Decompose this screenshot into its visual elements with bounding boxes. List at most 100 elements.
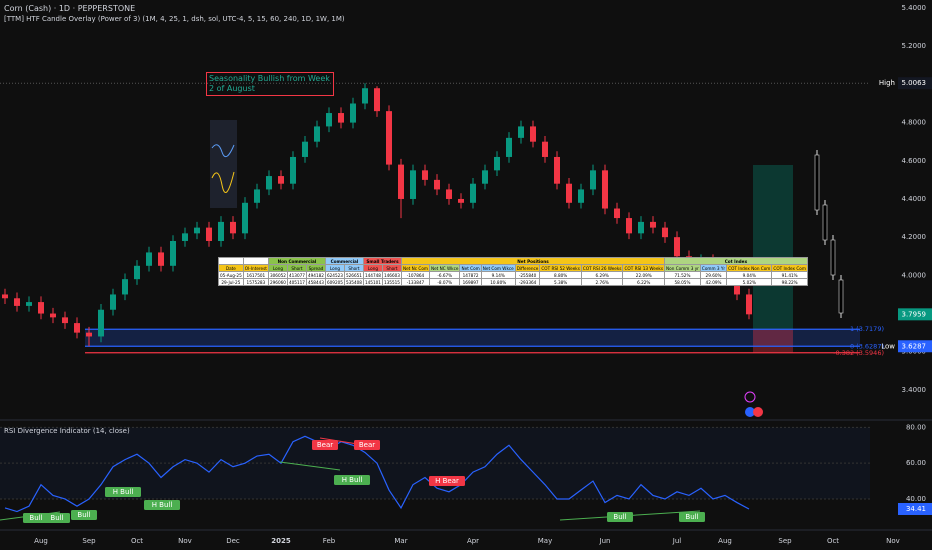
candle-body [146,252,152,266]
candle-body [74,323,80,333]
group-cell: Commercial [324,257,364,265]
x-tick-label: Jul [672,537,682,545]
divergence-tag [105,487,141,497]
candle-body [578,189,584,203]
data-cell: 5.02% [726,278,773,286]
divergence-tag [144,500,180,510]
divergence-label: H Bull [152,501,173,509]
header-cell: Short [286,264,307,272]
data-cell: -8.07% [428,278,461,286]
htf-body [814,154,820,211]
candle-body [326,113,332,127]
data-cell: 5.38% [539,278,582,286]
flag-icon[interactable] [745,407,755,417]
candle-body [230,221,236,234]
x-tick-label: Apr [467,537,479,545]
divergence-tag [44,513,70,523]
group-cell: Non Commercial [267,257,326,265]
candle-body [338,113,344,123]
header-cell: Spread [305,264,326,272]
mini-line [211,144,235,158]
candle-body [302,141,308,157]
candle-body [206,227,212,241]
divergence-tag [607,512,633,522]
price-tag [898,502,932,515]
cot-table: Non Commercial Commercial Small Traders Net… [218,257,808,286]
candle-body [446,189,452,199]
candle-body [2,294,8,299]
candle-body [266,176,272,190]
fib-label: -0.382 (3.5946) [833,349,884,357]
header-cell: Long [267,264,288,272]
fib-label: 0 (3.6287) [850,342,884,350]
htf-body [838,279,844,314]
price-tag-label: 3.6287 [902,342,927,350]
y-tick-label: 4.6000 [902,157,927,165]
candle-body [362,88,368,104]
candle-body [122,279,128,295]
header-cell: Date [218,264,244,272]
candle-body [434,179,440,190]
group-cell: Cot Index [664,257,808,265]
data-cell: -255840 [514,271,541,279]
y-tick-label: 4.8000 [902,119,927,127]
candle-body [662,227,668,238]
data-cell: 22.09% [622,271,666,279]
candle-body [14,298,20,306]
data-cell: -133847 [400,278,430,286]
candle-body [254,189,260,203]
data-cell: 609205 [324,278,345,286]
event-icon[interactable] [753,407,763,417]
data-cell: -6.67% [428,271,461,279]
candle-body [482,170,488,184]
divergence-label: H Bull [113,488,134,496]
data-cell: 1617501 [242,271,269,279]
divergence-tag [354,440,380,450]
divergence-label: H Bull [342,476,363,484]
header-cell: Short [381,264,402,272]
header-cell: COT RSI 13 Weeks [622,264,666,272]
candle-body [170,240,176,266]
y-tick-label: 60.00 [906,459,926,467]
data-cell: 535408 [343,278,364,286]
divergence-label: Bull [685,513,698,521]
x-tick-label: Nov [886,537,900,545]
header-cell: Net Com [459,264,482,272]
candle-body [158,252,164,266]
header-cell: COT RSI 26 Weeks [580,264,624,272]
header-cell: Non Comm 3 yr [664,264,701,272]
candle-body [734,279,740,295]
data-cell: 146603 [381,271,402,279]
divergence-label: Bull [50,514,63,522]
candle-body [26,302,32,306]
data-cell: 71.52% [664,271,701,279]
divergence-label: Bull [613,513,626,521]
group-cell [242,257,269,265]
candle-body [674,237,680,257]
data-cell: 147872 [459,271,482,279]
divergence-label: Bear [317,441,333,449]
y-tick-label: 5.4000 [902,4,927,12]
indicator-title: RSI Divergence Indicator (14, close) [4,427,130,435]
header-row: Date OI-Interest Long Short Spread Long Short L… [218,264,808,272]
group-cell: Net Positions [400,257,666,265]
mini-line [211,171,235,194]
data-cell: 8.80% [539,271,582,279]
candle-body [38,302,44,314]
x-tick-label: Dec [226,537,240,545]
divergence-label: Bull [77,511,90,519]
header-cell: Long [324,264,345,272]
data-cell: 9.14% [480,271,516,279]
event-icon[interactable] [744,391,756,403]
candle-body [278,176,284,184]
divergence-tag [679,512,705,522]
y-tick-label: 4.0000 [902,271,927,279]
x-tick-label: Oct [827,537,839,545]
price-tag-label: 5.0063 [902,79,927,87]
group-cell: Small Traders [362,257,402,265]
data-cell: 6.22% [622,278,666,286]
candle-body [386,111,392,165]
y-tick-label: 3.4000 [902,386,927,394]
x-tick-label: Oct [131,537,143,545]
